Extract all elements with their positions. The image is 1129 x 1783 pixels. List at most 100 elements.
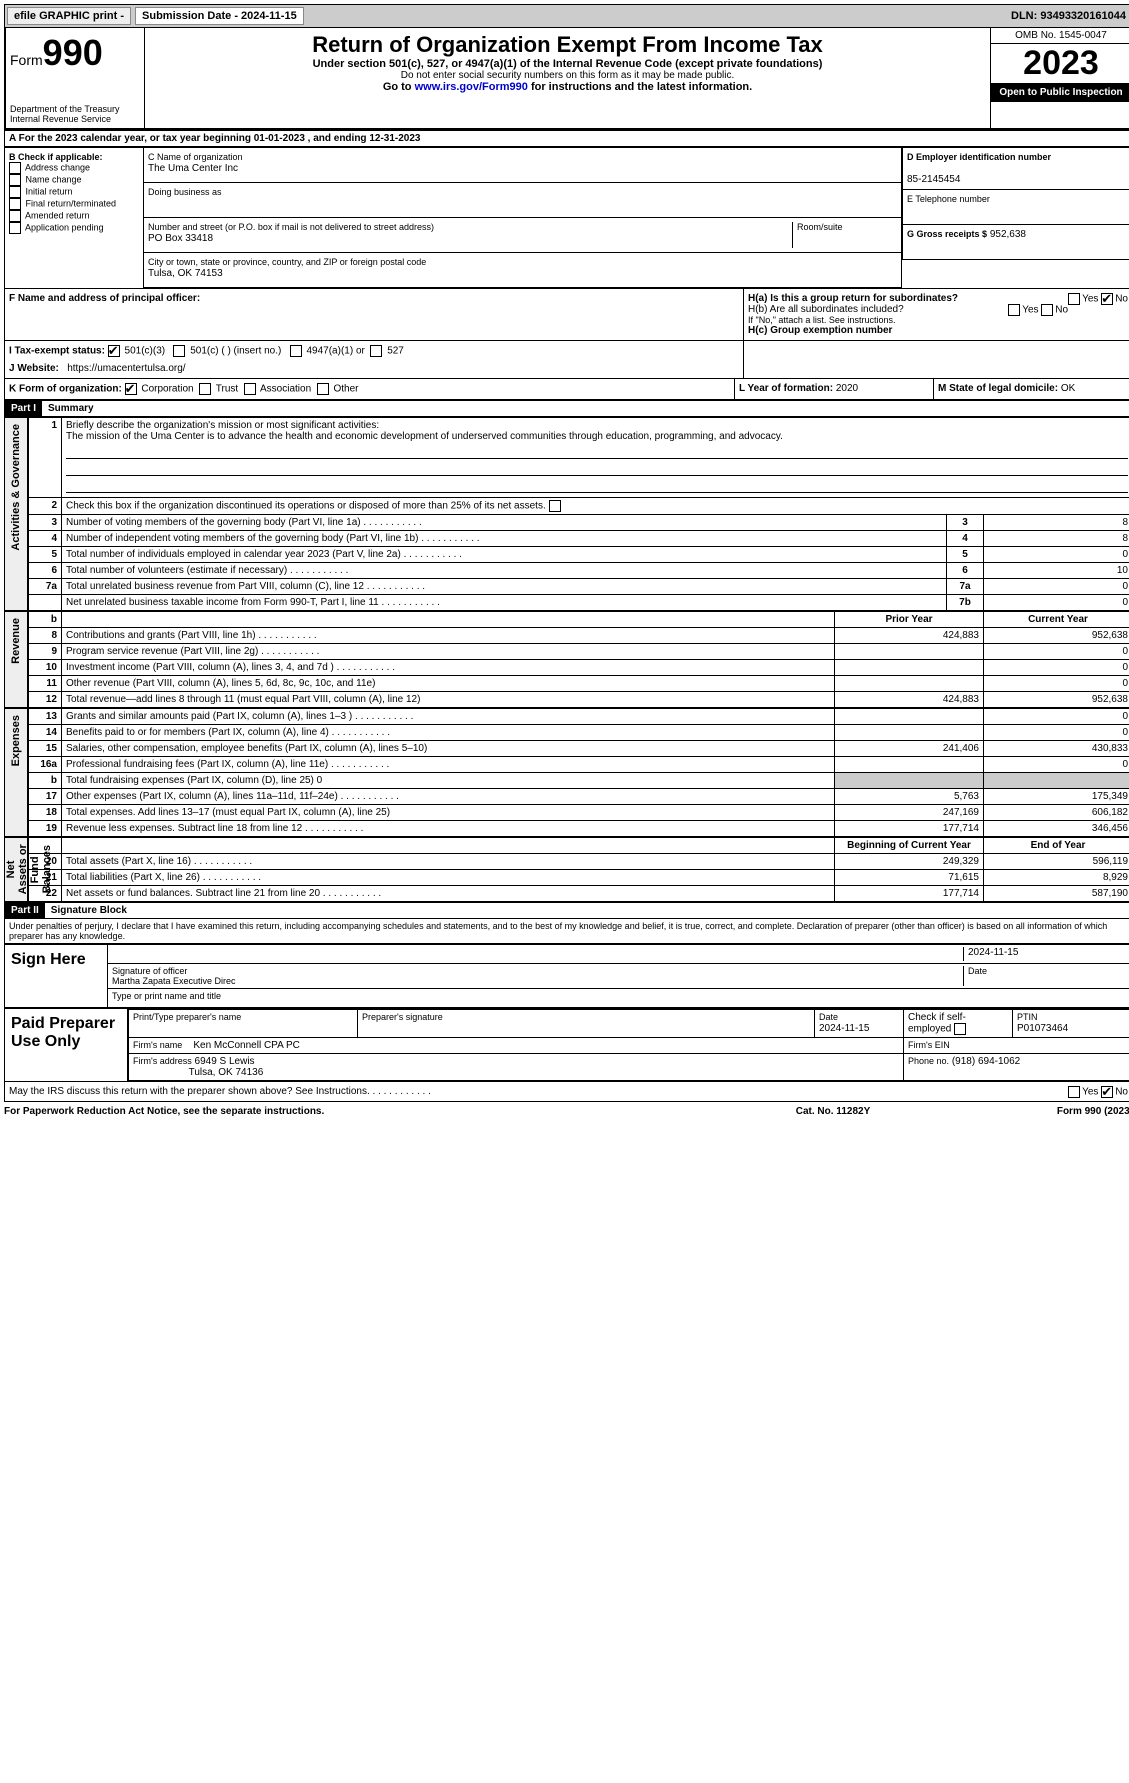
year-formation-label: L Year of formation: <box>739 383 833 394</box>
chk-501c[interactable] <box>173 345 185 357</box>
domicile: OK <box>1061 383 1075 394</box>
c19: 346,456 <box>984 821 1129 837</box>
e21: 8,929 <box>984 870 1129 886</box>
discuss-row: May the IRS discuss this return with the… <box>4 1082 1129 1102</box>
efile-print-button[interactable]: efile GRAPHIC print - <box>7 7 131 25</box>
omb-number: OMB No. 1545-0047 <box>991 28 1129 44</box>
col-bcy: Beginning of Current Year <box>835 838 984 854</box>
val-7b: 0 <box>984 595 1129 611</box>
open-inspection: Open to Public Inspection <box>991 83 1129 102</box>
line1-label: Briefly describe the organization's miss… <box>66 420 379 431</box>
p12: 424,883 <box>835 692 984 708</box>
chk-assoc[interactable] <box>244 383 256 395</box>
org-name-label: C Name of organization <box>148 152 243 162</box>
form-subtitle: Under section 501(c), 527, or 4947(a)(1)… <box>151 58 984 70</box>
line13: Grants and similar amounts paid (Part IX… <box>62 709 835 725</box>
chk-4947[interactable] <box>290 345 302 357</box>
val-4: 8 <box>984 531 1129 547</box>
section-revenue: Revenue bPrior YearCurrent Year 8Contrib… <box>4 611 1129 708</box>
form-number: 990 <box>43 32 103 73</box>
c14: 0 <box>984 725 1129 741</box>
section-netassets: Net Assets or Fund Balances Beginning of… <box>4 837 1129 902</box>
chk-amended[interactable] <box>9 210 21 222</box>
addr-label: Number and street (or P.O. box if mail i… <box>148 222 434 232</box>
chk-corp[interactable] <box>125 383 137 395</box>
chk-other[interactable] <box>317 383 329 395</box>
paid-prep-label: Paid Preparer Use Only <box>5 1009 128 1081</box>
chk-self-employed[interactable] <box>954 1023 966 1035</box>
part2-header: Part II Signature Block <box>4 902 1129 919</box>
chk-initial-return[interactable] <box>9 186 21 198</box>
c16b <box>984 773 1129 789</box>
firm-addr2: Tulsa, OK 74136 <box>189 1067 264 1078</box>
firm-addr-label: Firm's address <box>133 1056 192 1066</box>
line21: Total liabilities (Part X, line 26) <box>62 870 835 886</box>
c9: 0 <box>984 644 1129 660</box>
chk-501c3[interactable] <box>108 345 120 357</box>
sig-officer-label: Signature of officer <box>112 966 187 976</box>
p18: 247,169 <box>835 805 984 821</box>
dept-label: Department of the Treasury Internal Reve… <box>10 104 140 124</box>
hb-no[interactable] <box>1041 304 1053 316</box>
ha-label: H(a) Is this a group return for subordin… <box>748 293 958 304</box>
gross-label: G Gross receipts $ <box>907 229 987 239</box>
submission-date: Submission Date - 2024-11-15 <box>135 7 304 25</box>
line17: Other expenses (Part IX, column (A), lin… <box>62 789 835 805</box>
c17: 175,349 <box>984 789 1129 805</box>
discuss-no[interactable] <box>1101 1086 1113 1098</box>
city-label: City or town, state or province, country… <box>148 257 426 267</box>
e20: 596,119 <box>984 854 1129 870</box>
gross-value: 952,638 <box>990 229 1026 240</box>
website-label: J Website: <box>9 363 59 374</box>
hc-label: H(c) Group exemption number <box>748 325 892 336</box>
ha-yes[interactable] <box>1068 293 1080 305</box>
line6: Total number of volunteers (estimate if … <box>62 563 947 579</box>
form-title: Return of Organization Exempt From Incom… <box>151 32 984 58</box>
firm-ein-label: Firm's EIN <box>908 1040 950 1050</box>
form-header: Form990 Department of the Treasury Inter… <box>4 28 1129 130</box>
val-3: 8 <box>984 515 1129 531</box>
chk-discontinued[interactable] <box>549 500 561 512</box>
line2: Check this box if the organization disco… <box>62 498 1129 515</box>
line9: Program service revenue (Part VIII, line… <box>62 644 835 660</box>
footer-catno: Cat. No. 11282Y <box>733 1106 933 1117</box>
c13: 0 <box>984 709 1129 725</box>
chk-trust[interactable] <box>199 383 211 395</box>
ha-no[interactable] <box>1101 293 1113 305</box>
firm-name-label: Firm's name <box>133 1040 182 1050</box>
row-klm: K Form of organization: Corporation Trus… <box>4 379 1129 400</box>
c10: 0 <box>984 660 1129 676</box>
line7a: Total unrelated business revenue from Pa… <box>62 579 947 595</box>
section-expenses: Expenses 13Grants and similar amounts pa… <box>4 708 1129 837</box>
line20: Total assets (Part X, line 16) <box>62 854 835 870</box>
ptin: P01073464 <box>1017 1023 1068 1034</box>
c12: 952,638 <box>984 692 1129 708</box>
irs-link[interactable]: www.irs.gov/Form990 <box>415 81 528 93</box>
tab-netassets: Net Assets or Fund Balances <box>4 837 28 902</box>
line8: Contributions and grants (Part VIII, lin… <box>62 628 835 644</box>
hb-yes[interactable] <box>1008 304 1020 316</box>
chk-name-change[interactable] <box>9 174 21 186</box>
p15: 241,406 <box>835 741 984 757</box>
p19: 177,714 <box>835 821 984 837</box>
hb-label: H(b) Are all subordinates included? <box>748 304 904 315</box>
chk-final-return[interactable] <box>9 198 21 210</box>
paid-preparer-block: Paid Preparer Use Only Print/Type prepar… <box>4 1009 1129 1082</box>
line5: Total number of individuals employed in … <box>62 547 947 563</box>
line16a: Professional fundraising fees (Part IX, … <box>62 757 835 773</box>
ein-label: D Employer identification number <box>907 152 1051 162</box>
col-current: Current Year <box>984 612 1129 628</box>
firm-name: Ken McConnell CPA PC <box>193 1040 300 1051</box>
tab-revenue: Revenue <box>4 611 28 708</box>
line22: Net assets or fund balances. Subtract li… <box>62 886 835 902</box>
discuss-yes[interactable] <box>1068 1086 1080 1098</box>
dba-label: Doing business as <box>148 187 222 197</box>
line10: Investment income (Part VIII, column (A)… <box>62 660 835 676</box>
chk-app-pending[interactable] <box>9 222 21 234</box>
box-f-label: F Name and address of principal officer: <box>9 293 200 304</box>
chk-527[interactable] <box>370 345 382 357</box>
goto-note: Go to www.irs.gov/Form990 for instructio… <box>151 81 984 93</box>
chk-address-change[interactable] <box>9 162 21 174</box>
c16a: 0 <box>984 757 1129 773</box>
date-label: Date <box>963 966 1128 986</box>
